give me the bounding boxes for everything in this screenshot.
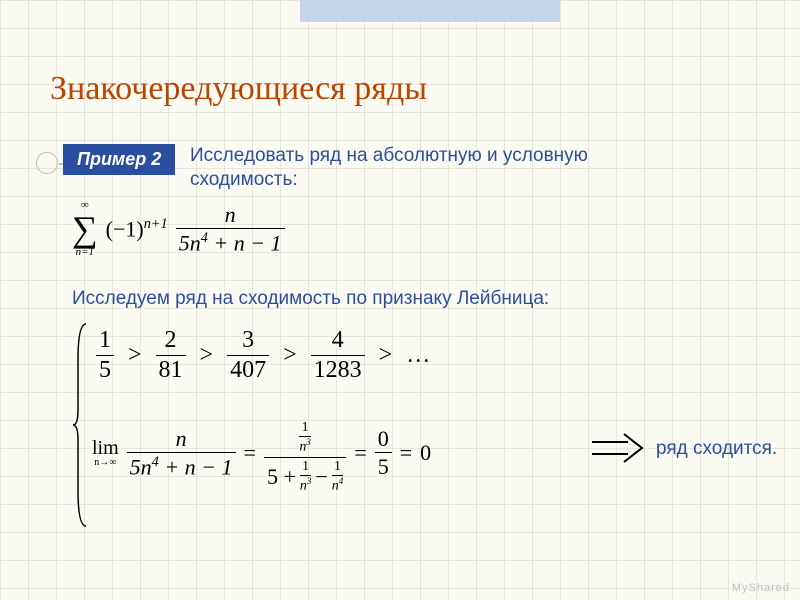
limit-formula: lim n→∞ n 5n4 + n − 1 = 1 n3 5 + 1	[92, 412, 431, 493]
example-badge: Пример 2	[63, 144, 175, 175]
problem-statement: Исследовать ряд на абсолютную и условную…	[190, 144, 640, 192]
series-formula: ∞ ∑ n=1 (−1)n+1 n 5n4 + n − 1	[72, 200, 285, 258]
leibniz-text: Исследуем ряд на сходимость по признаку …	[72, 288, 549, 310]
implies-icon	[590, 432, 646, 466]
slide-title: Знакочередующиеся ряды	[50, 70, 427, 108]
conclusion-text: ряд сходится.	[656, 438, 777, 460]
top-accent-bar	[300, 0, 560, 22]
brace-icon	[72, 320, 92, 530]
bullet-decoration	[36, 152, 58, 174]
footer-watermark: MyShared	[732, 582, 790, 594]
inequality-chain: 15 > 281 > 3407 > 41283 > …	[96, 328, 430, 383]
